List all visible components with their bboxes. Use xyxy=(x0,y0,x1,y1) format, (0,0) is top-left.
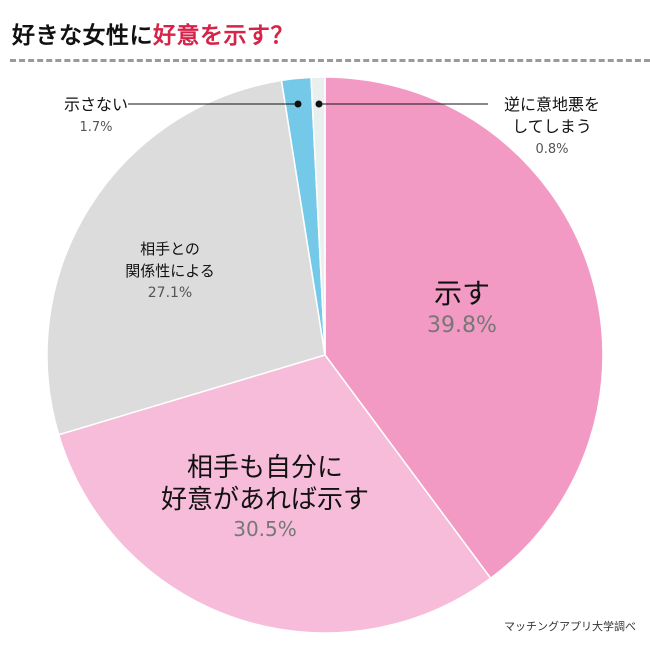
title-main: 好きな女性に xyxy=(12,23,153,49)
pie-slice-1 xyxy=(57,354,492,634)
divider xyxy=(10,59,650,62)
slice-value-label: 27.1% xyxy=(148,285,192,301)
pie-slice-4 xyxy=(310,76,326,356)
pie-slice-0 xyxy=(324,76,604,580)
leader-dot xyxy=(294,100,302,108)
leader-dot xyxy=(315,100,323,108)
source-note: マッチングアプリ大学調べ xyxy=(504,620,636,633)
slice-label: 逆に意地悪を xyxy=(504,95,600,114)
slice-label: 関係性による xyxy=(125,262,215,280)
slice-label: 示す xyxy=(434,277,490,310)
slice-label: 好意があれば示す xyxy=(161,485,369,515)
slice-value-label: 30.5% xyxy=(233,517,297,541)
slice-value-label: 39.8% xyxy=(427,313,497,338)
title-highlight: 好意を示す？ xyxy=(153,23,294,49)
slice-label: 相手も自分に xyxy=(187,453,343,483)
slice-label: 示さない xyxy=(64,95,128,114)
slice-value-label: 0.8% xyxy=(535,142,568,157)
slice-value-label: 1.7% xyxy=(79,120,112,135)
chart-title: 好きな女性に好意を示す？ xyxy=(12,16,294,50)
slice-label: 相手との xyxy=(140,240,200,258)
pie-slice-2 xyxy=(46,79,326,436)
slice-label: してしまう xyxy=(512,117,592,136)
